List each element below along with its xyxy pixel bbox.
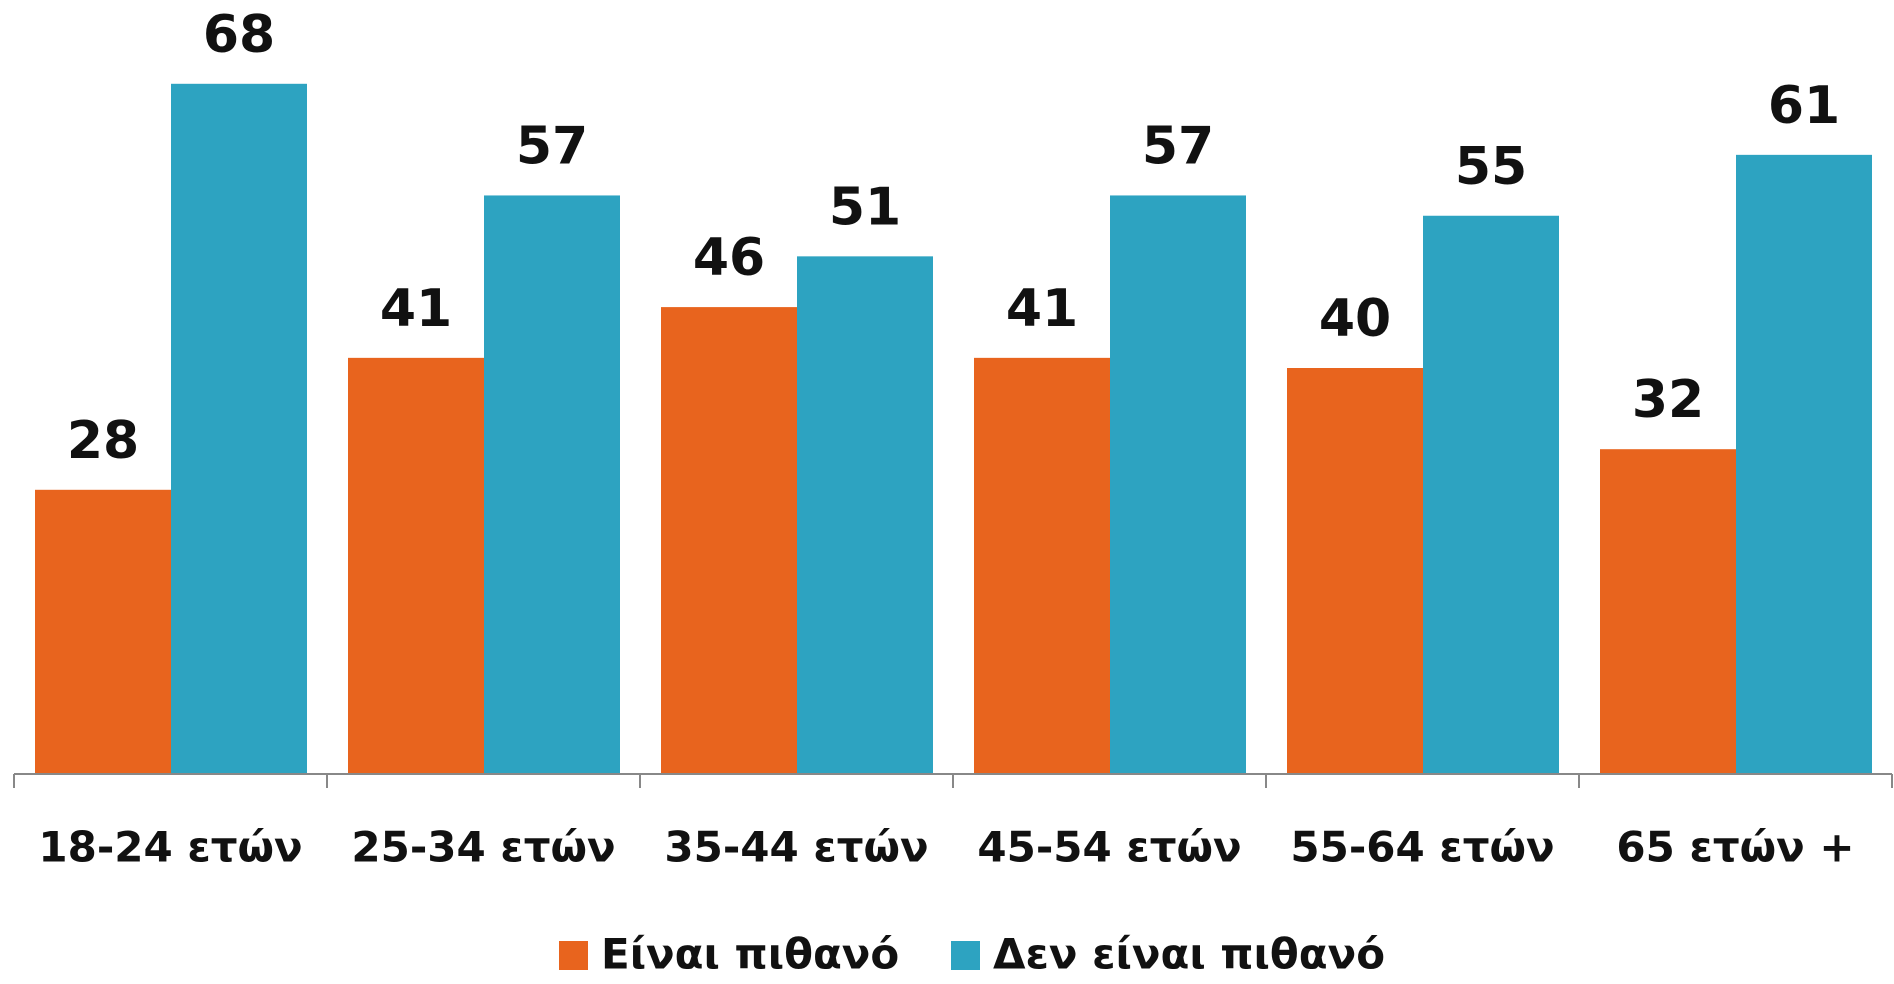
data-label: 32	[1632, 370, 1704, 430]
data-label: 57	[516, 116, 588, 176]
x-tick-label: 18-24 ετών	[38, 823, 302, 872]
bar	[661, 307, 797, 774]
bar	[35, 489, 171, 774]
bar	[1110, 195, 1246, 774]
bar	[1423, 215, 1559, 774]
data-label: 68	[203, 5, 275, 65]
data-label: 46	[693, 228, 765, 288]
data-label: 40	[1319, 289, 1391, 349]
data-label: 41	[380, 279, 452, 339]
data-label: 28	[67, 411, 139, 471]
legend-swatch	[951, 941, 980, 970]
data-label: 61	[1768, 76, 1840, 136]
bar	[974, 357, 1110, 774]
x-tick-label: 65 ετών +	[1616, 823, 1854, 872]
data-label: 57	[1142, 116, 1214, 176]
bar	[1600, 449, 1736, 774]
bar	[348, 357, 484, 774]
bar	[1736, 154, 1872, 775]
bar	[484, 195, 620, 774]
x-tick-label: 25-34 ετών	[351, 823, 615, 872]
legend-label: Δεν είναι πιθανό	[993, 930, 1385, 979]
data-label: 55	[1455, 137, 1527, 197]
x-tick-label: 45-54 ετών	[977, 823, 1241, 872]
bar	[171, 83, 307, 775]
data-label: 51	[829, 177, 901, 237]
legend-label: Είναι πιθανό	[601, 930, 899, 979]
bar	[1287, 368, 1423, 774]
x-tick-label: 35-44 ετών	[664, 823, 928, 872]
legend-swatch	[559, 941, 588, 970]
bar	[797, 256, 933, 775]
x-tick-label: 55-64 ετών	[1290, 823, 1554, 872]
data-label: 41	[1006, 279, 1078, 339]
